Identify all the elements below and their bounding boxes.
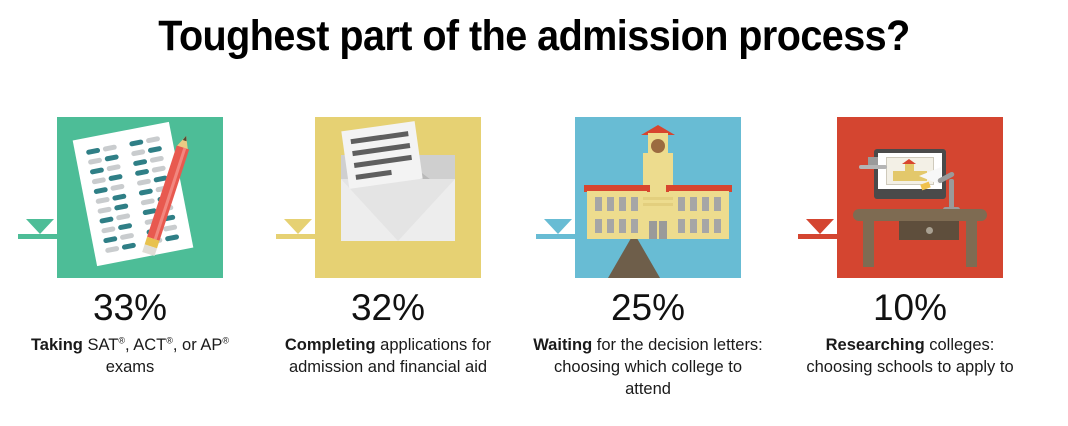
description-1: Taking SAT®, ACT®, or AP® exams <box>0 335 260 379</box>
connector-marker-2 <box>276 217 338 239</box>
description-text: , ACT <box>124 336 167 354</box>
description-lead-4: Researching <box>825 336 925 354</box>
icon-panel-envelope <box>315 117 481 278</box>
page-title: Toughest part of the admission process? <box>158 12 910 60</box>
description-text: colleges: choosing schools to apply to <box>806 336 1014 376</box>
registered-mark: ® <box>222 335 230 346</box>
lamp-shade-icon <box>919 167 941 185</box>
description-lead-2: Completing <box>284 336 376 354</box>
clock-face-icon <box>651 139 665 153</box>
letter-icon <box>341 121 423 189</box>
description-4: Researching colleges: choosing schools t… <box>780 335 1040 379</box>
caption-3: 25% Waiting for the decision letters: ch… <box>518 289 778 400</box>
caption-1: 33% Taking SAT®, ACT®, or AP® exams <box>0 289 260 379</box>
percent-value-1: 33% <box>92 287 168 328</box>
triangle-down-icon <box>544 219 572 234</box>
caption-4: 10% Researching colleges: choosing schoo… <box>780 289 1040 379</box>
description-text: exams <box>105 357 155 376</box>
icon-panel-desk <box>837 117 1003 278</box>
description-text: , or AP <box>172 336 223 354</box>
connector-marker-4 <box>798 217 860 239</box>
triangle-down-icon <box>284 219 312 234</box>
percent-value-4: 10% <box>872 287 948 328</box>
registered-mark: ® <box>166 335 173 346</box>
drawer-knob-icon <box>926 227 933 234</box>
percent-value-2: 32% <box>350 287 426 328</box>
pathway <box>608 233 660 278</box>
desk-leg <box>966 219 977 267</box>
connector-marker-1 <box>18 217 80 239</box>
description-text: for the decision letters: choosing which… <box>553 336 763 398</box>
caption-2: 32% Completing applications for admissio… <box>258 289 518 379</box>
lamp-pole <box>949 179 954 211</box>
column-completing-applications: 32% Completing applications for admissio… <box>258 117 518 426</box>
connector-line <box>798 234 842 239</box>
triangle-down-icon <box>806 219 834 234</box>
school-building-icon <box>575 117 741 278</box>
description-3: Waiting for the decision letters: choosi… <box>518 335 778 400</box>
answer-sheet-icon <box>72 121 194 267</box>
connector-line <box>18 234 62 239</box>
connector-line <box>276 234 320 239</box>
description-text: applications for admission and financial… <box>288 336 492 376</box>
registered-mark: ® <box>118 335 125 346</box>
connector-line <box>536 234 580 239</box>
description-text: SAT <box>82 336 119 354</box>
connector-marker-3 <box>536 217 598 239</box>
column-waiting-decision: 25% Waiting for the decision letters: ch… <box>518 117 778 426</box>
column-researching-colleges: 10% Researching colleges: choosing schoo… <box>780 117 1040 426</box>
icon-panel-school <box>575 117 741 278</box>
icon-panel-answer-sheet <box>57 117 223 278</box>
monitor-base <box>859 165 887 169</box>
percent-value-3: 25% <box>610 287 686 328</box>
columns-container: 33% Taking SAT®, ACT®, or AP® exams <box>0 117 1068 426</box>
description-lead-1: Taking <box>30 336 83 354</box>
description-lead-3: Waiting <box>533 336 593 354</box>
desk-leg <box>863 219 874 267</box>
column-taking-exams: 33% Taking SAT®, ACT®, or AP® exams <box>0 117 260 426</box>
description-2: Completing applications for admission an… <box>258 335 518 379</box>
monitor-stand <box>868 157 878 165</box>
desk-top <box>853 209 987 221</box>
triangle-down-icon <box>26 219 54 234</box>
